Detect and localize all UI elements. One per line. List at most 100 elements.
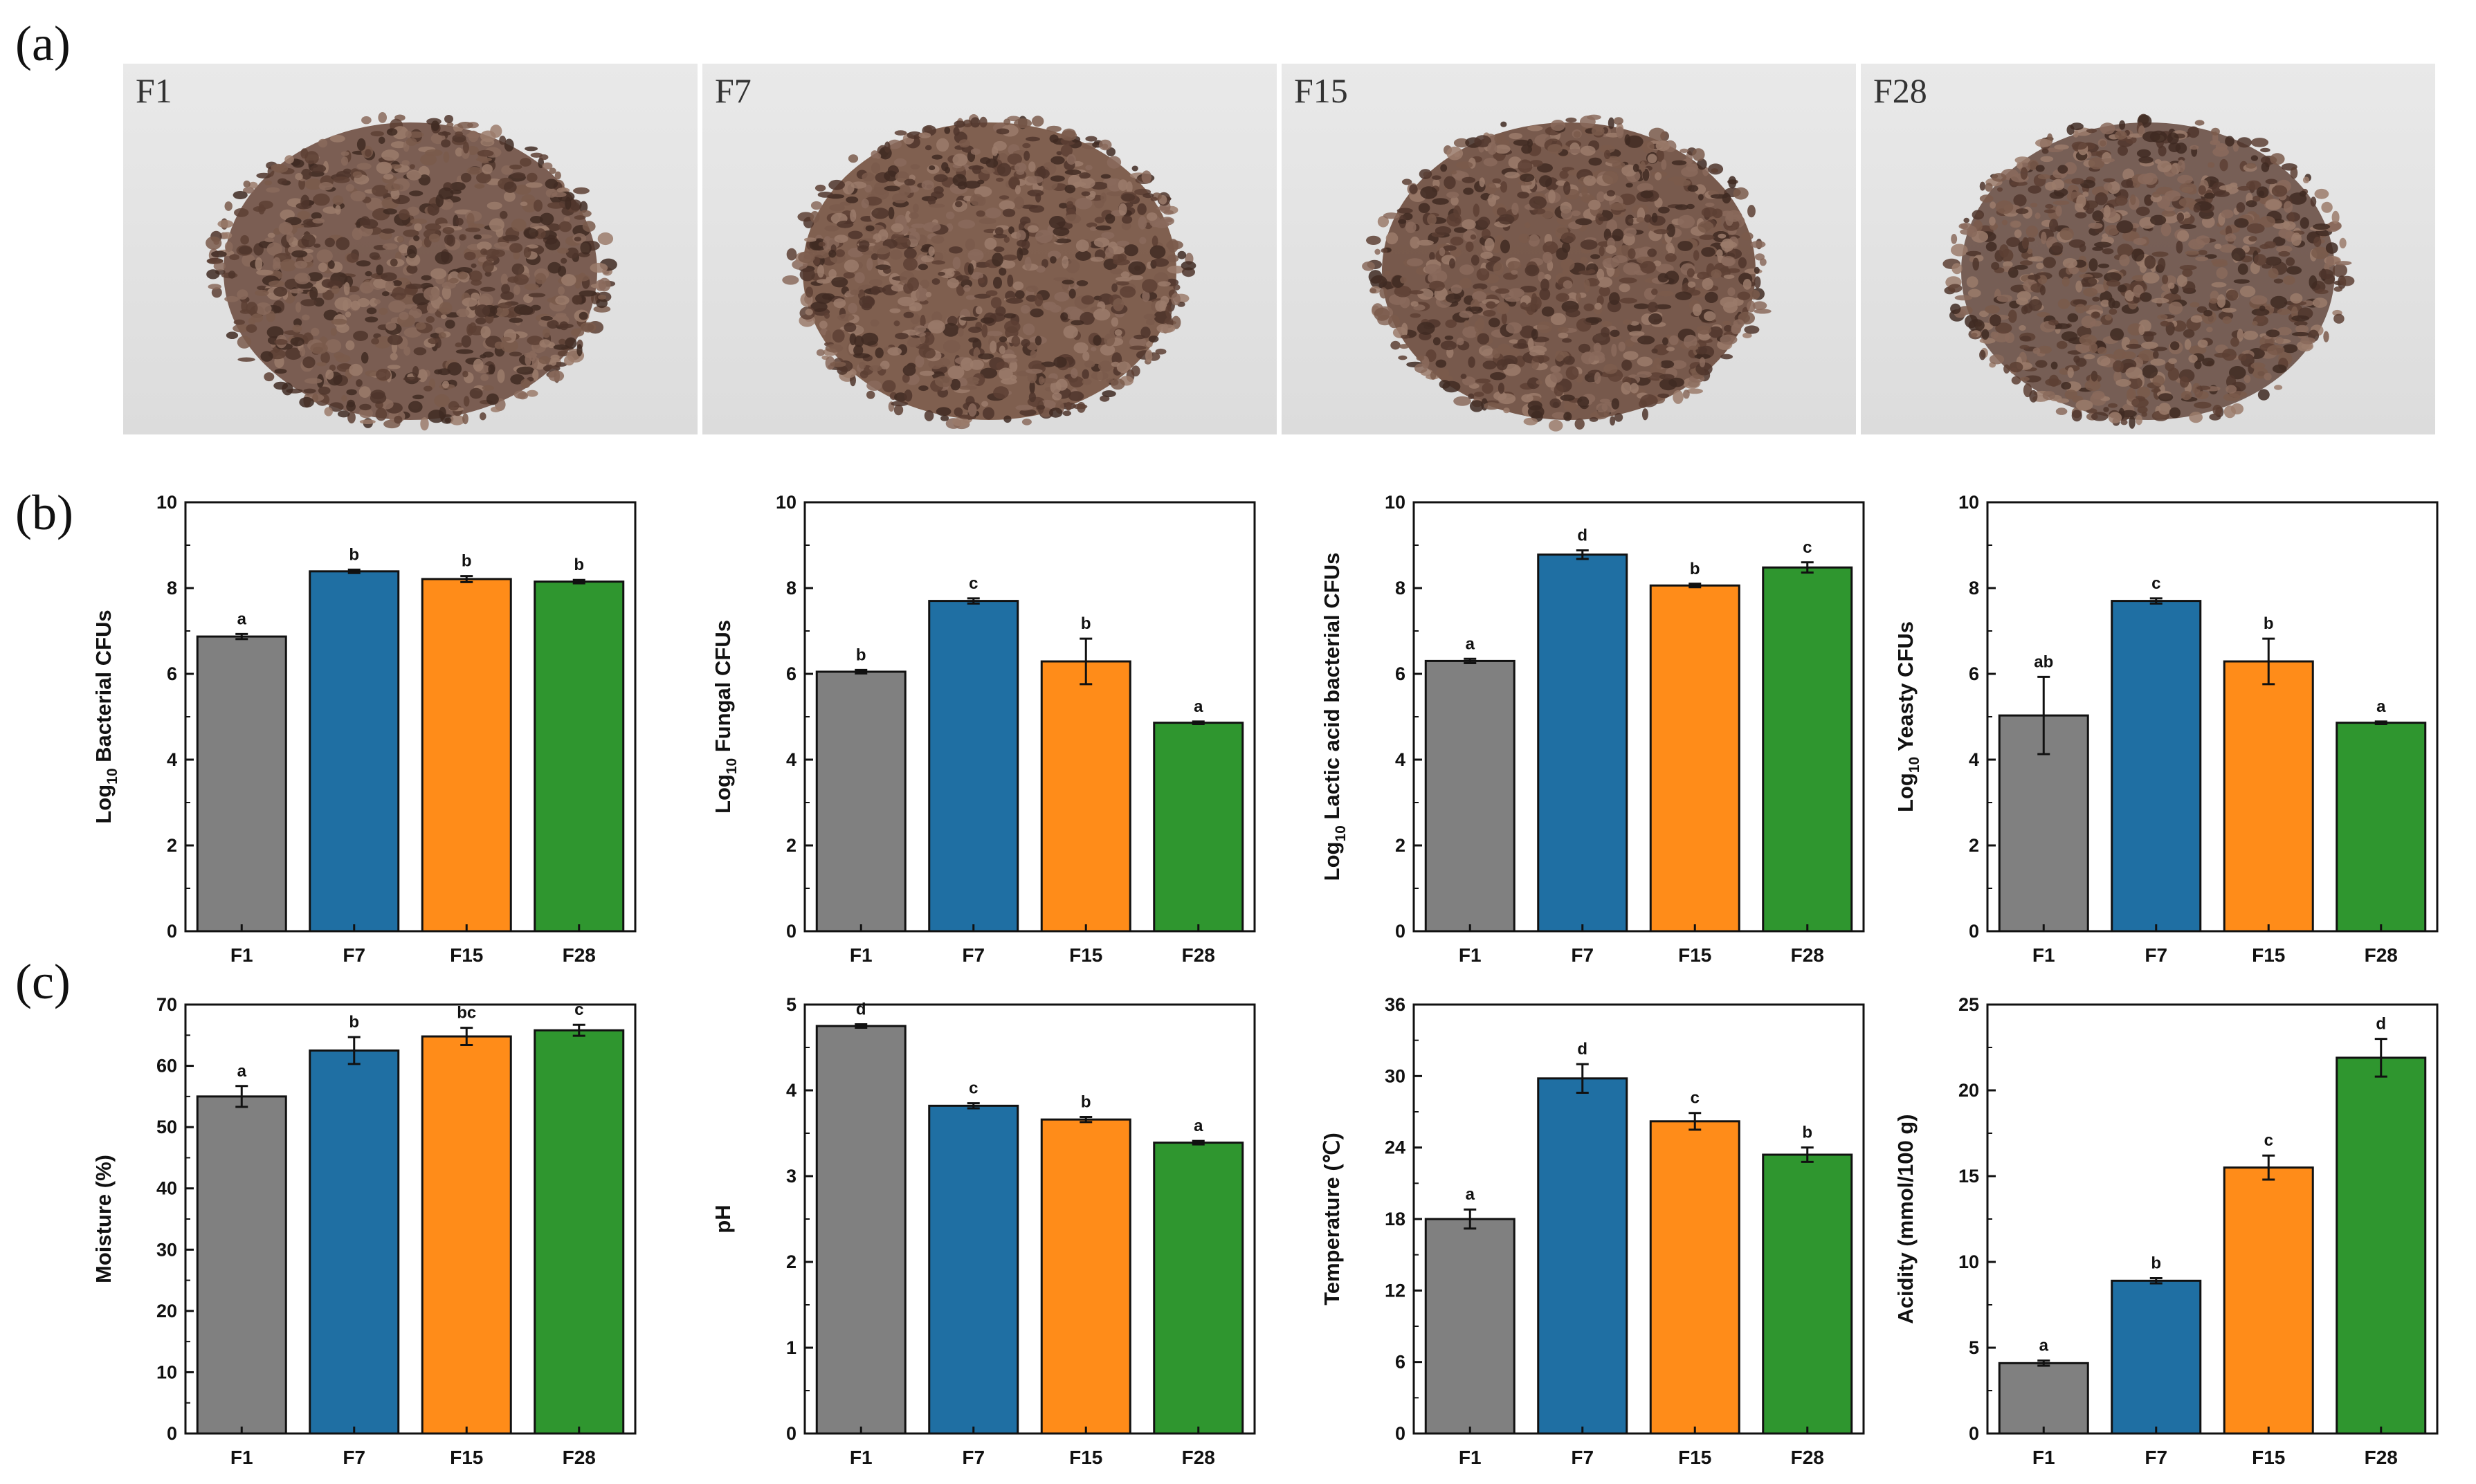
- pile-granule: [224, 201, 233, 211]
- pile-granule: [523, 246, 531, 258]
- pile-granule: [390, 258, 398, 267]
- pile-granule: [970, 117, 981, 128]
- pile-granule: [1149, 245, 1166, 259]
- pile-granule: [927, 196, 936, 205]
- pile-granule: [968, 337, 979, 343]
- pile-granule: [868, 365, 882, 372]
- pile-granule: [1624, 134, 1631, 146]
- pile-granule: [1036, 265, 1046, 273]
- pile-granule: [1165, 218, 1173, 223]
- pile-granule: [520, 158, 531, 167]
- pile-granule: [477, 149, 494, 157]
- pile-granule: [437, 131, 451, 136]
- pile-granule: [818, 241, 826, 247]
- pile-granule: [373, 278, 389, 288]
- pile-granule: [1118, 203, 1127, 216]
- pile-granule: [1456, 338, 1464, 346]
- y-tick-label: 25: [1958, 994, 1979, 1015]
- pile-granule: [1151, 258, 1169, 267]
- pile-granule: [278, 221, 293, 235]
- significance-letter: c: [1691, 1089, 1700, 1108]
- pile-granule: [239, 309, 251, 314]
- pile-granule: [1065, 259, 1080, 273]
- pile-granule: [473, 235, 482, 240]
- pile-granule: [434, 394, 450, 407]
- pile-granule: [358, 386, 371, 398]
- pile-granule: [1129, 275, 1144, 280]
- pile-granule: [438, 331, 446, 339]
- pile-granule: [471, 263, 477, 268]
- x-tick-label: F28: [1791, 944, 1824, 966]
- bar-f7: [2111, 600, 2202, 933]
- bar-f7: [1537, 1077, 1628, 1435]
- pile-granule: [462, 141, 469, 154]
- pile-granule: [1035, 230, 1053, 244]
- pile-granule: [329, 365, 336, 372]
- bar-f28: [534, 1029, 625, 1435]
- pile-granule: [995, 306, 1006, 317]
- pile-granule: [452, 134, 466, 143]
- pile-granule: [943, 322, 959, 337]
- pile-granule: [1093, 308, 1111, 321]
- x-tick-label: F1: [230, 944, 253, 966]
- pile-granule: [1027, 225, 1039, 233]
- pile-granule: [300, 194, 310, 209]
- pile-granule: [994, 227, 1004, 236]
- pile-granule: [398, 244, 409, 254]
- pile-granule: [861, 303, 873, 311]
- pile-granule: [1528, 234, 1540, 247]
- pile-granule: [1459, 277, 1472, 289]
- pile-granule: [582, 221, 596, 232]
- pile-granule: [349, 363, 363, 376]
- pile-granule: [347, 399, 355, 407]
- y-axis-label: Log10 Lactic acid bacterial CFUs: [1320, 553, 1349, 881]
- pile-granule: [975, 306, 983, 315]
- pile-granule: [1138, 216, 1147, 230]
- pile-granule: [1091, 371, 1109, 381]
- pile-granule: [513, 274, 529, 285]
- pile-granule: [297, 210, 311, 220]
- pile-granule: [403, 304, 418, 309]
- pile-granule: [828, 249, 837, 258]
- pile-granule: [1085, 136, 1098, 142]
- pile-granule: [343, 282, 350, 295]
- y-tick-label: 6: [786, 663, 796, 684]
- pile-granule: [861, 332, 879, 346]
- pile-granule: [573, 187, 590, 194]
- pile-granule: [457, 271, 468, 280]
- y-tick-label: 30: [1385, 1065, 1405, 1086]
- pile-granule: [463, 396, 470, 407]
- pile-granule: [565, 337, 577, 349]
- pile-granule: [941, 162, 949, 172]
- pile-granule: [455, 131, 463, 137]
- pile-granule: [1048, 407, 1063, 418]
- pile-granule: [1471, 255, 1480, 266]
- photo-f7: F7: [702, 64, 1277, 434]
- pile-granule: [1063, 325, 1078, 339]
- pile-granule: [1599, 246, 1605, 257]
- pile-granule: [1453, 227, 1468, 233]
- pile-granule: [469, 271, 483, 282]
- pile-granule: [312, 393, 319, 403]
- y-axis-label: Log10 Bacterial CFUs: [91, 610, 120, 823]
- pile-granule: [882, 380, 896, 393]
- pile-granule: [441, 139, 451, 148]
- pile-granule: [229, 254, 239, 261]
- pile-granule: [798, 251, 815, 264]
- pile-granule: [1075, 197, 1093, 210]
- pile-granule: [494, 341, 504, 349]
- pile-granule: [311, 327, 320, 336]
- pile-granule: [500, 338, 518, 353]
- pile-granule: [985, 290, 998, 297]
- pile-granule: [1658, 206, 1670, 214]
- pile-granule: [390, 188, 400, 200]
- significance-letter: d: [2376, 1015, 2386, 1034]
- pile-granule: [1062, 255, 1069, 269]
- pile-granule: [1370, 275, 1387, 289]
- pile-granule: [902, 374, 910, 383]
- pile-granule: [1505, 348, 1520, 357]
- pile-granule: [574, 279, 581, 289]
- pile-granule: [377, 336, 391, 342]
- pile-granule: [1017, 239, 1027, 247]
